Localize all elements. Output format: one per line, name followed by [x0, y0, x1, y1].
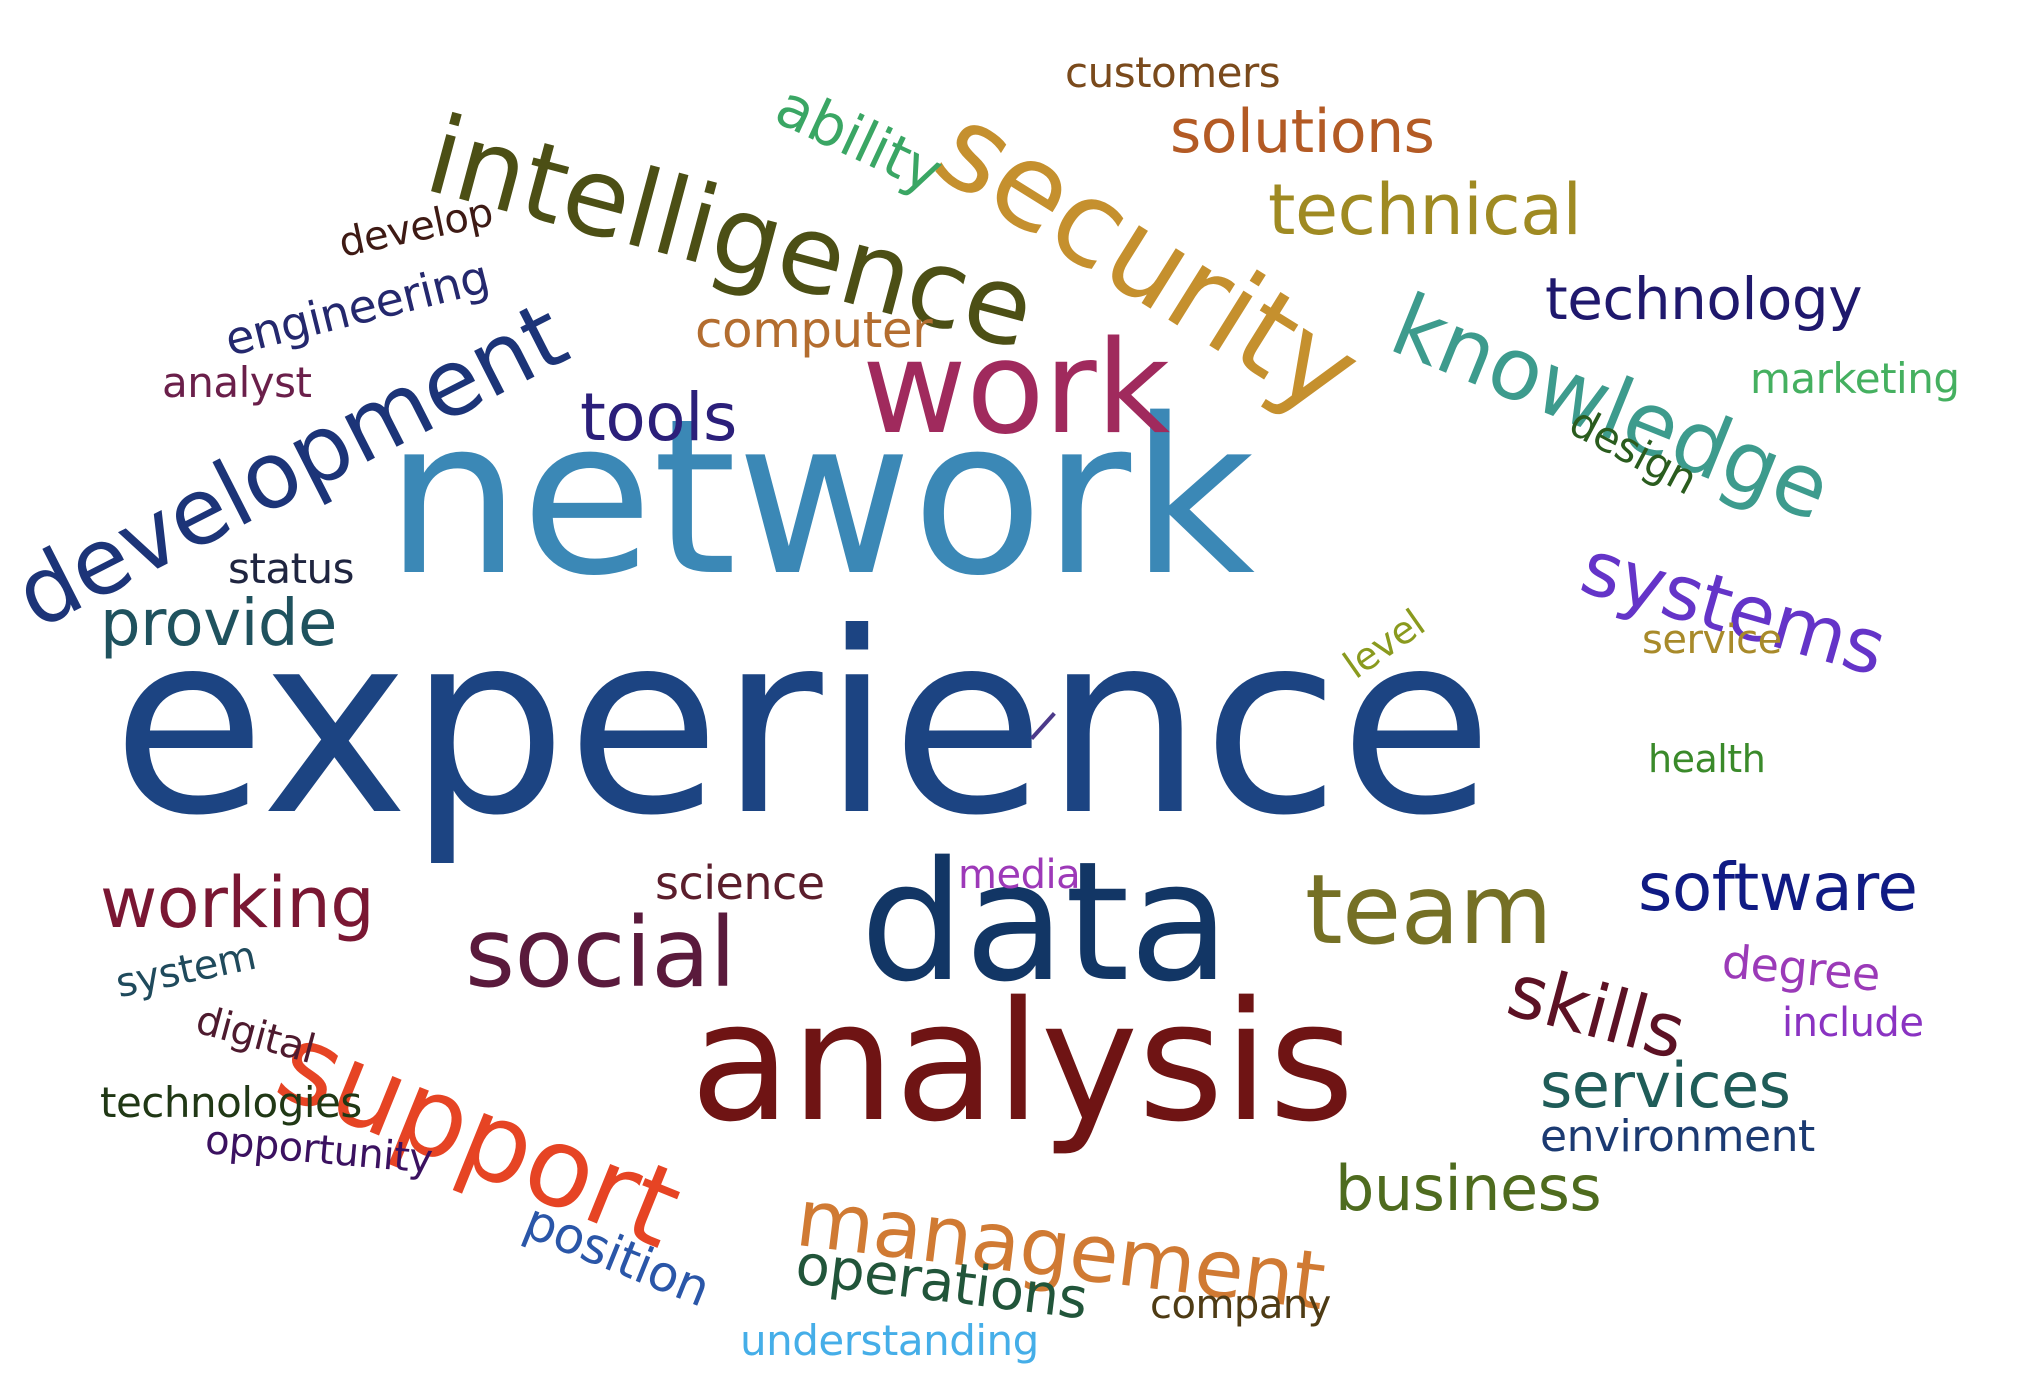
word-experience: experience — [112, 579, 1493, 870]
word-degree: degree — [1719, 934, 1883, 1002]
word-data: data — [860, 826, 1230, 1018]
word-science: science — [655, 856, 825, 910]
word-understanding: understanding — [740, 1316, 1039, 1365]
word-working: working — [100, 862, 375, 944]
word-tools: tools — [580, 379, 737, 456]
word-ability: ability — [765, 71, 953, 207]
word-business: business — [1335, 1152, 1602, 1225]
word-analyst: analyst — [162, 358, 312, 407]
word-provide: provide — [100, 587, 337, 661]
word-network: network — [385, 372, 1255, 623]
word-company: company — [1150, 1282, 1331, 1328]
word-systems: systems — [1571, 521, 1896, 694]
word-digital: digital — [191, 997, 320, 1073]
word-health: health — [1648, 737, 1766, 781]
word-include: include — [1782, 1000, 1924, 1046]
word-analysis: analysis — [690, 966, 1355, 1158]
word-team: team — [1305, 854, 1553, 966]
word-customers: customers — [1065, 48, 1281, 97]
word-status: status — [228, 544, 355, 593]
word-software: software — [1638, 849, 1918, 926]
word-marketing: marketing — [1750, 354, 1960, 403]
word-service: service — [1642, 617, 1782, 663]
word-system: system — [111, 932, 260, 1008]
word-technical: technical — [1268, 169, 1582, 251]
word-technology: technology — [1545, 265, 1863, 333]
word-media: media — [958, 852, 1081, 898]
word-work: work — [862, 314, 1170, 463]
word-environment: environment — [1540, 1111, 1815, 1162]
word-social: social — [465, 897, 736, 1009]
word-computer: computer — [695, 301, 933, 359]
word-solutions: solutions — [1170, 97, 1435, 167]
word-technologies: technologies — [100, 1078, 362, 1127]
word-services: services — [1540, 1049, 1791, 1122]
